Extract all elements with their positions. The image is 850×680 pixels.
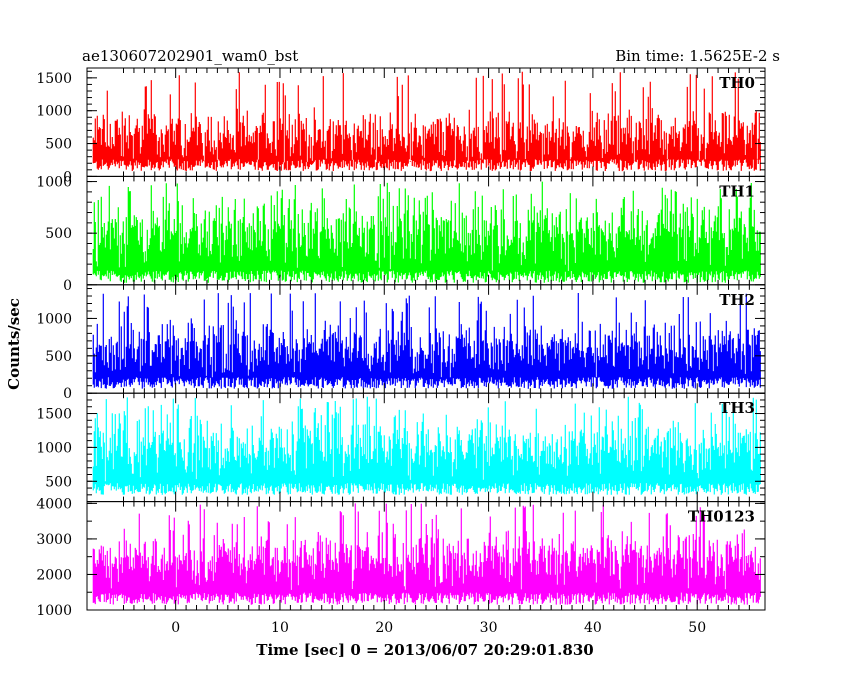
series-trace-th3 bbox=[92, 396, 761, 495]
y-tick-label: 0 bbox=[63, 169, 72, 185]
y-tick-label: 500 bbox=[45, 226, 72, 242]
series-label-th3: TH3 bbox=[719, 399, 755, 417]
x-tick-label: 30 bbox=[480, 620, 498, 636]
y-tick-label: 500 bbox=[45, 349, 72, 365]
panel-th0123: 1000 2000 3000 4000 TH0123 bbox=[36, 496, 766, 619]
y-tick-label: 1000 bbox=[36, 311, 72, 327]
panel-th0: 0 500 1000 1500 TH0 bbox=[36, 67, 766, 185]
y-tick-label: 3000 bbox=[36, 532, 72, 548]
y-tick-label: 1500 bbox=[36, 71, 72, 87]
y-tick-label: 4000 bbox=[36, 496, 72, 512]
y-tick-label: 500 bbox=[45, 137, 72, 153]
series-label-th0: TH0 bbox=[719, 74, 755, 92]
y-tick-label: 1000 bbox=[36, 175, 72, 191]
x-tick-label: 10 bbox=[271, 620, 289, 636]
series-trace-th1 bbox=[92, 181, 761, 283]
series-trace-th0123 bbox=[92, 503, 761, 605]
x-axis-label: Time [sec] 0 = 2013/06/07 20:29:01.830 bbox=[256, 641, 593, 659]
y-tick-label: 0 bbox=[63, 278, 72, 294]
y-tick-label: 1000 bbox=[36, 104, 72, 120]
panel-th2: 0 500 1000 TH2 bbox=[36, 284, 766, 402]
x-tick-label: 50 bbox=[688, 620, 706, 636]
x-tick-label: 0 bbox=[171, 620, 180, 636]
y-tick-label: 1000 bbox=[36, 440, 72, 456]
chart-title: ae130607202901_wam0_bst bbox=[82, 47, 298, 65]
y-tick-label: 1500 bbox=[36, 407, 72, 423]
series-label-th2: TH2 bbox=[719, 291, 755, 309]
series-trace-th2 bbox=[92, 293, 761, 389]
y-tick-label: 1000 bbox=[36, 603, 72, 619]
x-tick-label: 20 bbox=[375, 620, 393, 636]
bin-time-label: Bin time: 1.5625E-2 s bbox=[615, 47, 780, 65]
y-axis-label: Counts/sec bbox=[5, 298, 23, 390]
series-label-th0123: TH0123 bbox=[688, 508, 755, 526]
series-label-th1: TH1 bbox=[719, 182, 755, 200]
y-tick-label: 500 bbox=[45, 474, 72, 490]
y-tick-label: 2000 bbox=[36, 567, 72, 583]
y-tick-label: 0 bbox=[63, 386, 72, 402]
series-trace-th0 bbox=[92, 71, 761, 172]
x-tick-label: 40 bbox=[584, 620, 602, 636]
panel-th3: 500 1000 1500 TH3 bbox=[36, 392, 766, 503]
panel-th1: 0 500 1000 TH1 bbox=[36, 175, 766, 294]
